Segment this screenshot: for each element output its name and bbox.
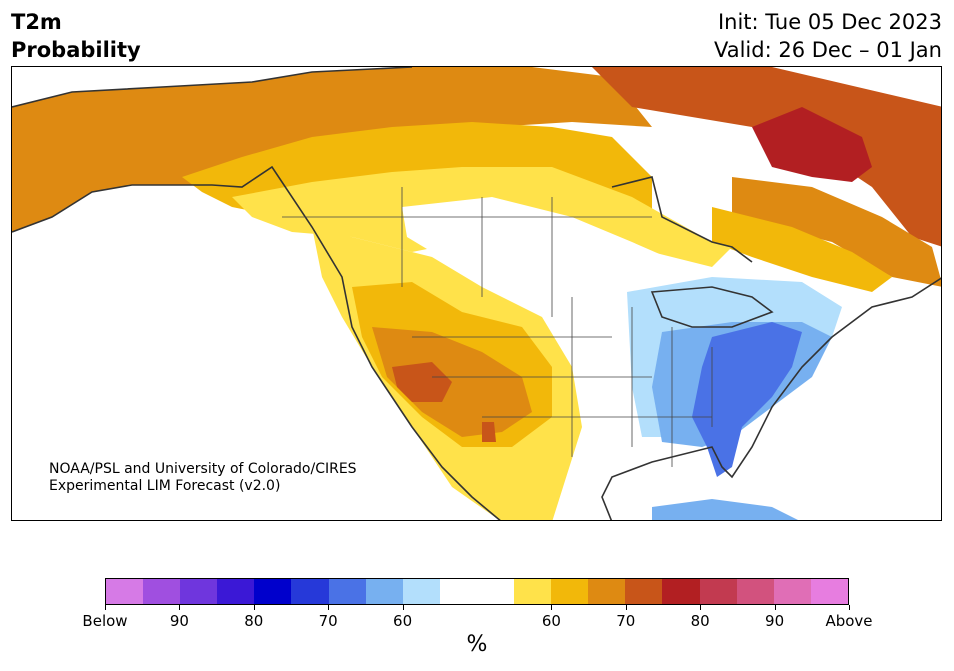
field-quebec-yellow	[712, 207, 892, 292]
colorbar-cell	[217, 579, 255, 604]
colorbar-tickmark	[849, 605, 850, 610]
title-variable: T2m	[11, 10, 62, 34]
colorbar-tickmark	[774, 605, 776, 610]
colorbar-cell	[514, 579, 552, 604]
field-cuba-blue	[652, 499, 798, 520]
colorbar-tickmark	[105, 605, 106, 610]
colorbar-cell	[106, 579, 144, 604]
colorbar-cell	[365, 579, 403, 604]
colorbar-cell	[291, 579, 329, 604]
probability-fields	[12, 67, 941, 520]
init-date: Init: Tue 05 Dec 2023	[717, 10, 942, 34]
field-labrador-red	[752, 107, 872, 182]
colorbar-cell	[402, 579, 440, 604]
colorbar-cell	[328, 579, 366, 604]
colorbar-cell	[810, 579, 848, 604]
credit-line-2: Experimental LIM Forecast (v2.0)	[49, 478, 281, 494]
colorbar	[105, 578, 849, 605]
colorbar-tick-label: 90	[765, 612, 785, 630]
title-type: Probability	[11, 38, 141, 62]
valid-date: Valid: 26 Dec – 01 Jan	[713, 38, 942, 62]
map-canvas	[12, 67, 941, 520]
field-alaska-orange	[12, 67, 652, 232]
colorbar-tickmark	[328, 605, 330, 610]
colorbar-tick-label: 80	[244, 612, 264, 630]
field-texas-darkspot	[482, 422, 496, 442]
colorbar-tick-label: 60	[393, 612, 413, 630]
colorbar-cell	[773, 579, 811, 604]
field-ne-canada-darkorange	[592, 67, 941, 247]
colorbar-tickmark	[402, 605, 404, 610]
colorbar-cell	[180, 579, 218, 604]
colorbar-cell	[588, 579, 626, 604]
political-borders	[282, 187, 713, 467]
field-southwest-darkorange	[392, 362, 452, 402]
colorbar-tick-label: 70	[318, 612, 338, 630]
colorbar-tick-label: Below	[82, 612, 128, 630]
colorbar-cell	[625, 579, 663, 604]
colorbar-cell	[254, 579, 292, 604]
colorbar-unit: %	[466, 632, 488, 657]
colorbar-tick-label: 90	[169, 612, 189, 630]
colorbar-cell	[551, 579, 589, 604]
colorbar-cell	[736, 579, 774, 604]
forecast-dates: Init: Tue 05 Dec 2023 Valid: 26 Dec – 01…	[714, 8, 942, 64]
coastlines	[12, 67, 941, 520]
field-quebec-orange	[732, 177, 941, 287]
colorbar-cell	[662, 579, 700, 604]
colorbar-tickmark	[551, 605, 553, 610]
colorbar-tick-label: 80	[690, 612, 710, 630]
forecast-map: NOAA/PSL and University of Colorado/CIRE…	[11, 66, 942, 521]
colorbar-tick-label: 60	[541, 612, 561, 630]
credit-line-1: NOAA/PSL and University of Colorado/CIRE…	[49, 461, 357, 477]
colorbar-tickmark	[179, 605, 181, 610]
credit-text: NOAA/PSL and University of Colorado/CIRE…	[49, 461, 357, 495]
colorbar-tick-label: 70	[616, 612, 636, 630]
colorbar-tickmark	[253, 605, 255, 610]
colorbar-cell	[476, 579, 515, 604]
colorbar-cell	[143, 579, 181, 604]
colorbar-tickmark	[625, 605, 627, 610]
map-title: T2m Probability	[11, 8, 141, 64]
colorbar-cell	[699, 579, 737, 604]
colorbar-tick-label: Above	[825, 612, 873, 630]
field-southeast-blue	[692, 322, 802, 477]
colorbar-cell	[439, 579, 477, 604]
colorbar-tickmark	[700, 605, 702, 610]
